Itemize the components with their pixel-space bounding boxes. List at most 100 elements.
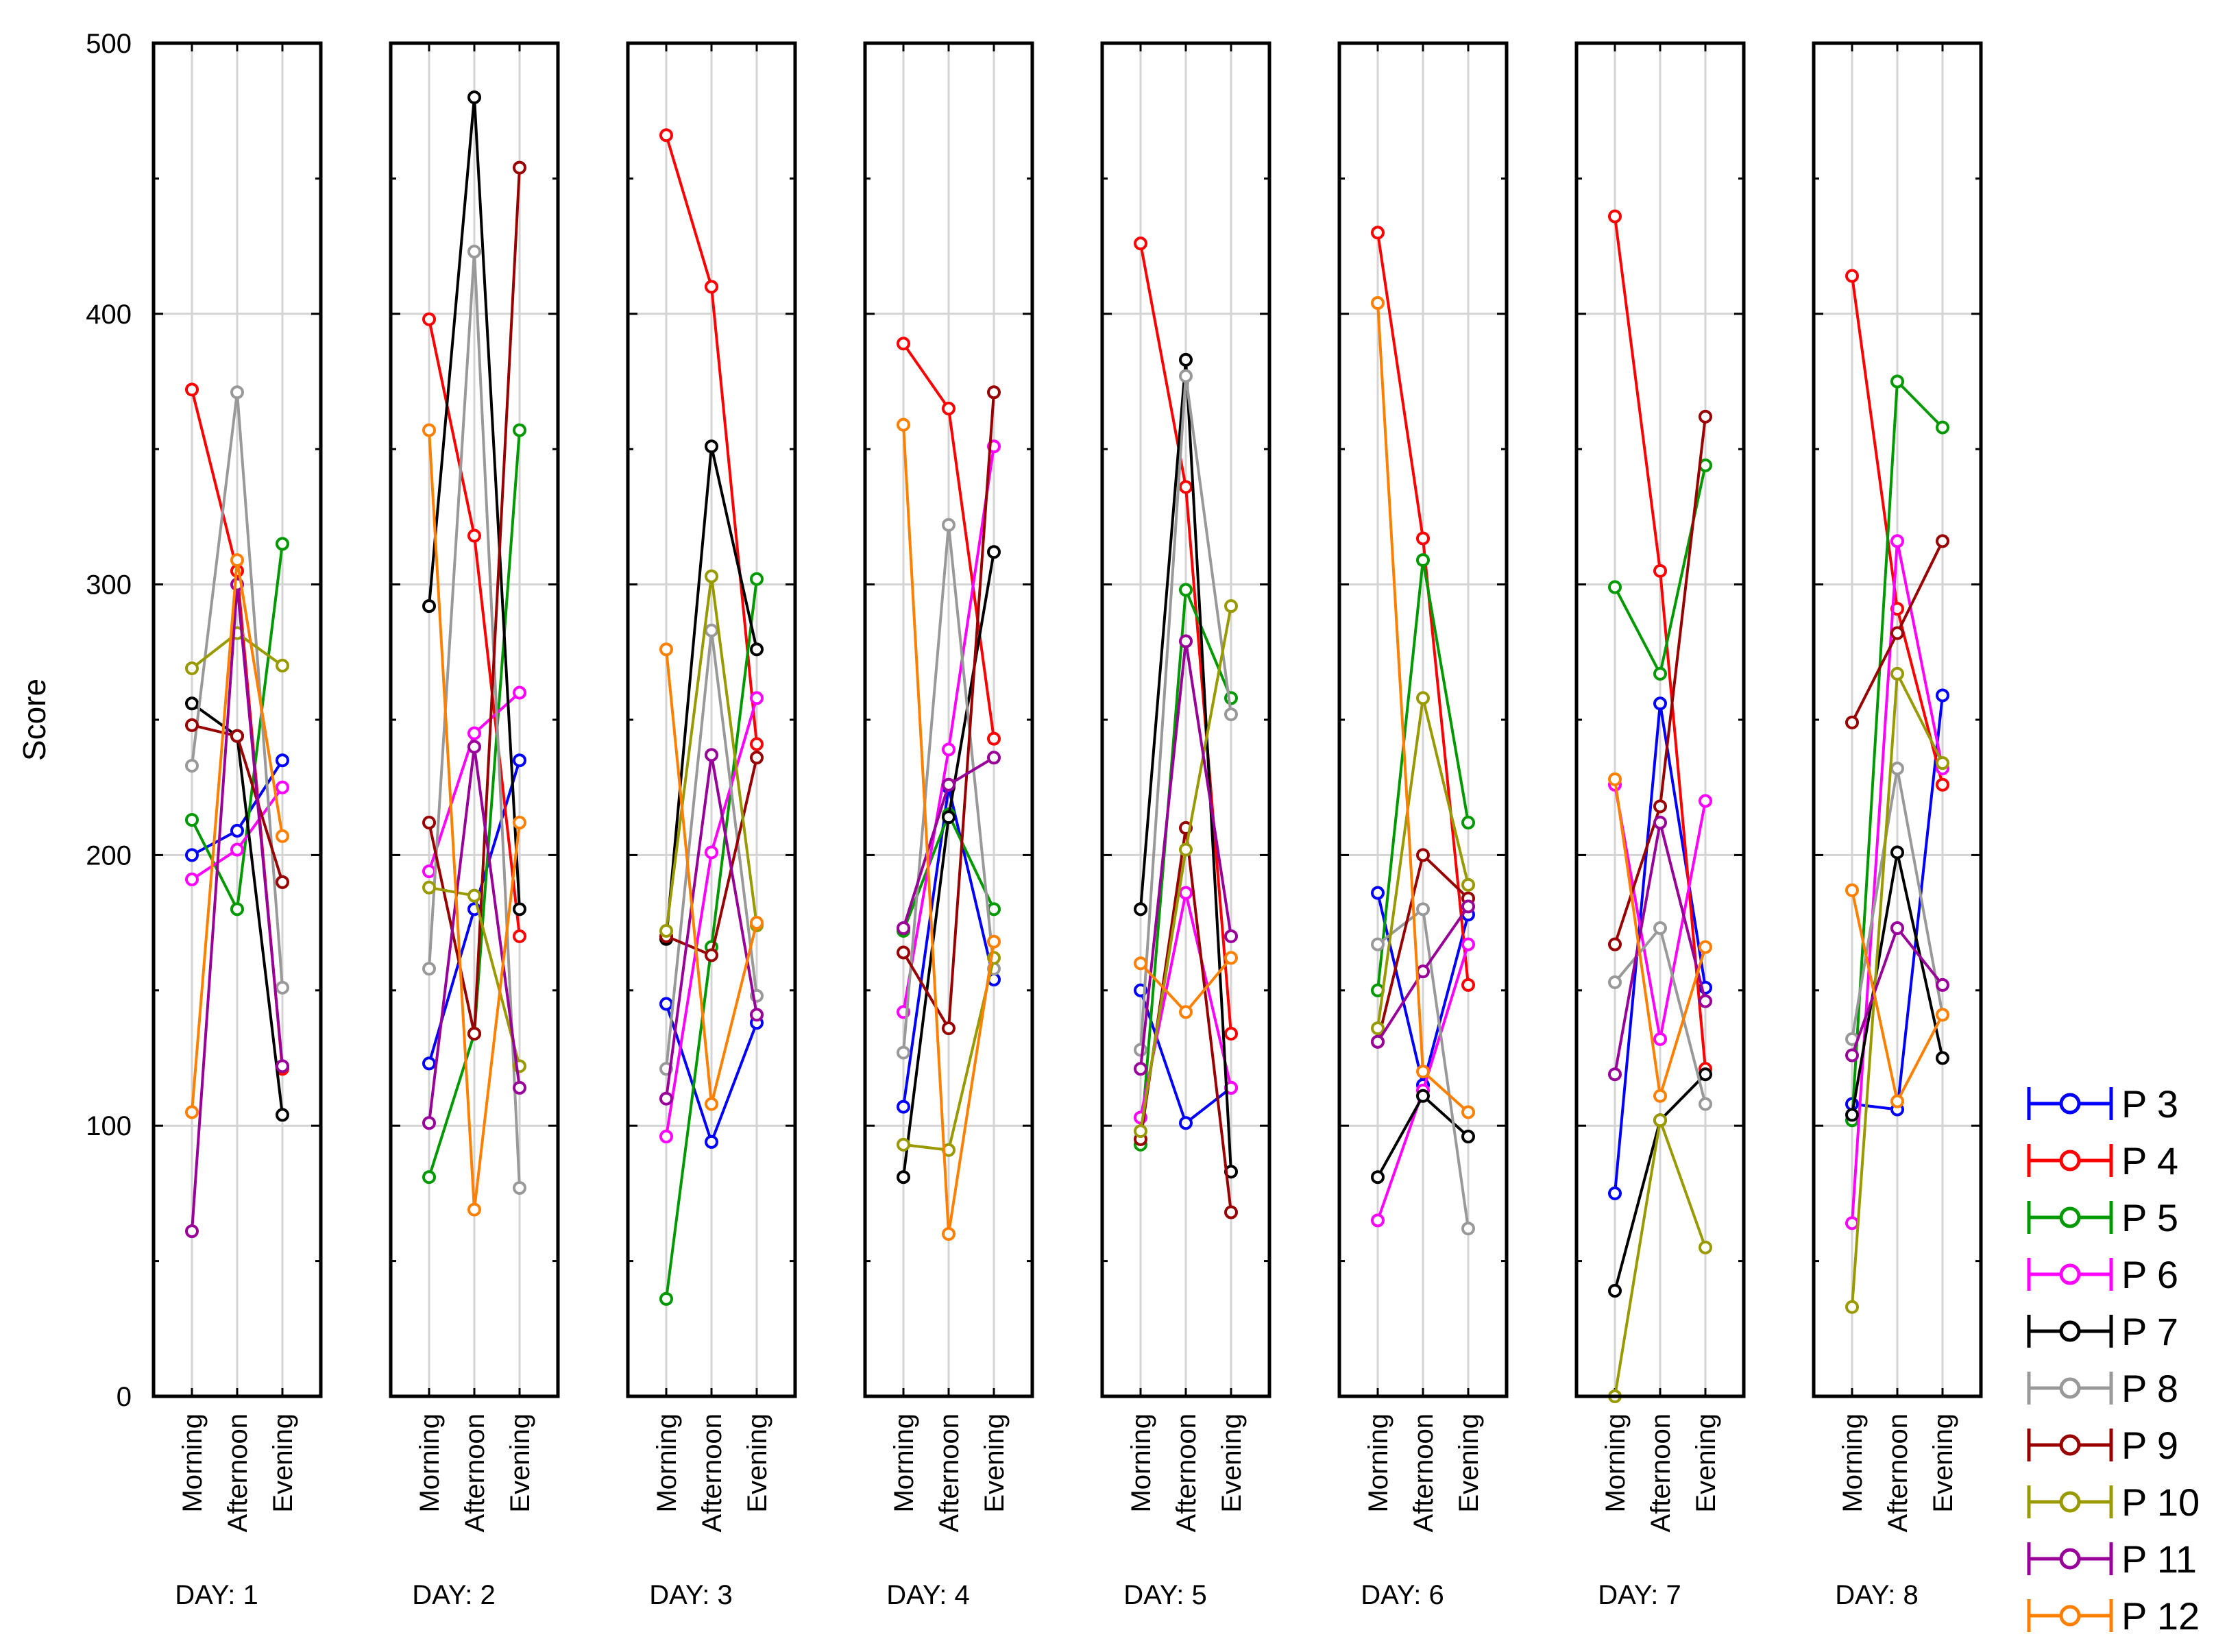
data-point (467, 726, 481, 740)
x-tick-label: Evening (268, 1413, 298, 1513)
data-point (659, 997, 673, 1011)
data-point (1653, 696, 1667, 711)
data-point (1608, 1186, 1622, 1200)
data-point (513, 423, 526, 437)
data-point (942, 777, 956, 792)
legend-label: P 5 (2121, 1196, 2178, 1239)
data-point (513, 685, 526, 700)
legend-label: P 11 (2121, 1538, 2197, 1581)
data-point (185, 382, 199, 397)
legend-item-p9: P 9 (2027, 1424, 2178, 1467)
day-label: DAY: 1 (175, 1580, 258, 1610)
data-point (1371, 1170, 1385, 1185)
x-tick-label: Evening (1217, 1413, 1247, 1513)
data-point (705, 748, 718, 762)
data-point (513, 753, 526, 768)
data-point (1653, 1113, 1667, 1128)
data-point (276, 875, 289, 889)
data-point (1134, 1124, 1147, 1139)
data-point (1699, 1067, 1712, 1082)
legend-item-p4: P 4 (2027, 1139, 2178, 1182)
data-point (185, 813, 199, 827)
panel-day-5: Morning Afternoon Evening DAY: 5 (1100, 41, 1271, 1610)
data-point (1653, 799, 1667, 814)
panel-frame (1812, 41, 1983, 1398)
y-tick-label: 100 (86, 1111, 132, 1141)
data-point (897, 417, 910, 432)
x-tick-label: Evening (505, 1413, 535, 1513)
data-point (1936, 777, 1949, 792)
panel-frame (863, 41, 1034, 1398)
y-axis-label: Score (16, 679, 52, 761)
day-label: DAY: 5 (1123, 1580, 1207, 1610)
data-point (467, 1026, 481, 1041)
data-point (897, 921, 910, 935)
data-point (1461, 1105, 1475, 1119)
data-point (513, 1080, 526, 1095)
data-point (750, 916, 764, 930)
data-point (1653, 921, 1667, 935)
data-point (1416, 553, 1430, 568)
panel-day-1: Morning Afternoon Evening DAY: 1 (151, 41, 323, 1610)
data-point (705, 1134, 718, 1149)
x-tick-label: Evening (1454, 1413, 1484, 1513)
data-point (1699, 409, 1712, 424)
data-point (422, 312, 436, 326)
legend-label: P 9 (2121, 1424, 2178, 1467)
data-point (1134, 236, 1147, 251)
data-point (1371, 1034, 1385, 1049)
data-point (1461, 937, 1475, 951)
data-point (276, 1108, 289, 1122)
data-point (1134, 1062, 1147, 1076)
data-point (705, 439, 718, 454)
data-point (1224, 599, 1238, 614)
data-point (276, 980, 289, 995)
x-tick-label: Evening (742, 1413, 772, 1513)
data-point (942, 742, 956, 757)
day-label: DAY: 2 (412, 1580, 496, 1610)
data-point (230, 823, 244, 838)
data-point (659, 128, 673, 143)
data-point (1416, 531, 1430, 546)
data-point (1134, 1043, 1147, 1057)
data-point (1416, 691, 1430, 705)
data-point (942, 1021, 956, 1036)
legend-item-p6: P 6 (2027, 1253, 2178, 1296)
data-point (1371, 886, 1385, 900)
data-point (1845, 883, 1859, 897)
legend-label: P 6 (2121, 1253, 2178, 1296)
data-point (185, 718, 199, 732)
legend-item-p8: P 8 (2027, 1367, 2178, 1410)
data-point (276, 659, 289, 673)
legend-item-p5: P 5 (2027, 1196, 2178, 1239)
data-point (422, 1170, 436, 1185)
data-point (1416, 848, 1430, 862)
data-point (750, 751, 764, 765)
data-point (705, 280, 718, 294)
day-label: DAY: 7 (1598, 1580, 1681, 1610)
data-point (897, 337, 910, 351)
data-point (1179, 480, 1193, 494)
data-point (185, 1105, 199, 1119)
data-point (1653, 816, 1667, 830)
data-point (467, 888, 481, 903)
x-tick-label: Morning (1601, 1413, 1631, 1513)
y-tick-label: 0 (117, 1382, 132, 1412)
data-point (1936, 420, 1949, 435)
data-point (1699, 1240, 1712, 1254)
data-point (1461, 899, 1475, 914)
x-tick-label: Evening (979, 1413, 1010, 1513)
data-point (1936, 1008, 1949, 1022)
panel-day-6: Morning Afternoon Evening DAY: 6 (1337, 41, 1509, 1610)
panel-frame (1100, 41, 1271, 1398)
data-point (942, 518, 956, 532)
x-tick-label: Afternoon (934, 1413, 964, 1532)
data-point (513, 816, 526, 830)
legend-marker (2059, 1093, 2081, 1115)
panel-day-2: Morning Afternoon Evening DAY: 2 (389, 41, 560, 1610)
data-point (1416, 964, 1430, 979)
data-point (659, 1091, 673, 1106)
data-point (185, 696, 199, 711)
data-point (422, 423, 436, 437)
data-point (1224, 929, 1238, 943)
